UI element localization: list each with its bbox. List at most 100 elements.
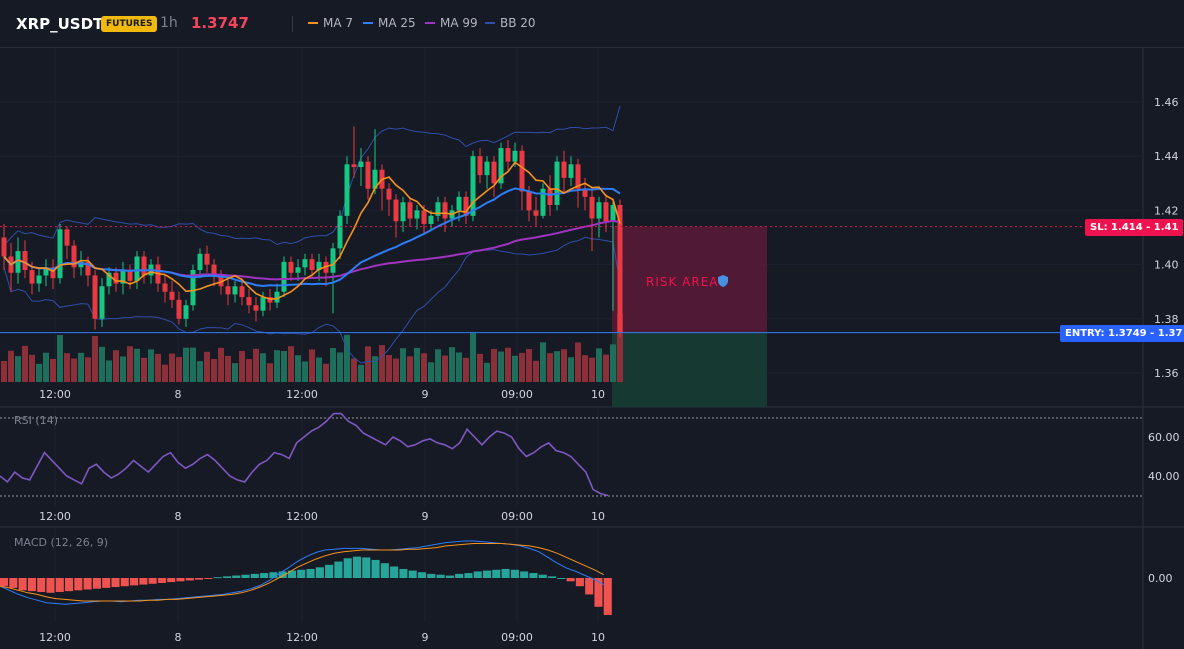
time-tick-label: 8	[175, 388, 182, 401]
candle-body	[239, 286, 245, 298]
symbol-name[interactable]: XRP_USDT	[16, 15, 104, 33]
volume-bar	[288, 346, 294, 382]
macd-histogram-bar	[120, 578, 129, 587]
candle-body	[603, 202, 609, 222]
macd-histogram-bar	[408, 570, 417, 578]
candle-body	[211, 264, 217, 276]
candle-body	[162, 283, 168, 292]
volume-bar	[561, 349, 567, 382]
legend-ma25[interactable]: MA 25	[363, 16, 416, 30]
volume-bar	[596, 348, 602, 382]
interval-selector[interactable]: 1h	[160, 15, 178, 31]
volume-bar	[617, 314, 623, 382]
candle-body	[176, 299, 182, 319]
entry-label: ENTRY: 1.3749 - 1.37	[1060, 325, 1184, 342]
volume-bar	[36, 363, 42, 382]
macd-histogram-bar	[139, 578, 148, 585]
macd-histogram-bar	[92, 578, 101, 589]
macd-histogram-bar	[148, 578, 157, 584]
candle-body	[120, 270, 126, 284]
time-tick-label: 9	[422, 510, 429, 523]
candle-body	[1, 237, 7, 257]
macd-histogram-bar	[102, 578, 111, 588]
macd-histogram-bar	[9, 578, 18, 588]
macd-histogram-bar	[260, 573, 269, 578]
candle-body	[309, 259, 315, 271]
candle-body	[477, 156, 483, 176]
time-tick-label: 12:00	[286, 631, 318, 644]
legend-label: MA 25	[378, 16, 416, 30]
price-tick-label: 1.46	[1154, 96, 1179, 109]
candle-body	[337, 215, 343, 249]
volume-bar	[470, 332, 476, 382]
volume-bar	[155, 353, 161, 382]
ma7-swatch-icon	[308, 21, 318, 24]
macd-histogram-bar	[0, 578, 9, 587]
volume-bar	[603, 354, 609, 382]
candle-body	[253, 305, 259, 311]
chart-header: XRP_USDT FUTURES 1h 1.3747 MA 7 MA 25 MA…	[0, 0, 1184, 48]
volume-bar	[491, 348, 497, 382]
macd-histogram-bar	[65, 578, 74, 592]
legend-ma99[interactable]: MA 99	[425, 16, 478, 30]
volume-bar	[57, 334, 63, 382]
candle-body	[491, 161, 497, 184]
volume-bar	[568, 357, 574, 382]
candle-body	[316, 261, 322, 271]
macd-histogram-bar	[213, 577, 222, 579]
volume-bar	[400, 348, 406, 382]
volume-bar	[141, 357, 147, 382]
macd-histogram-bar	[18, 578, 27, 591]
volume-bar	[344, 334, 350, 382]
volume-bar	[295, 355, 301, 382]
volume-bar	[330, 348, 336, 382]
price-tick-label: 1.40	[1154, 259, 1179, 272]
volume-bar	[113, 350, 119, 382]
candle-body	[519, 150, 525, 192]
volume-bar	[351, 358, 357, 382]
volume-bar	[407, 356, 413, 382]
price-tick-label: 1.38	[1154, 313, 1179, 326]
macd-histogram-bar	[83, 578, 92, 590]
bb20-swatch-icon	[485, 21, 495, 24]
macd-histogram-bar	[585, 578, 594, 595]
rsi-line	[0, 412, 609, 497]
volume-bar	[554, 351, 560, 382]
volume-bar	[50, 358, 56, 382]
volume-bar	[435, 349, 441, 382]
time-tick-label: 12:00	[39, 388, 71, 401]
candle-body	[421, 210, 427, 224]
rsi-tick-label: 40.00	[1148, 470, 1180, 483]
time-tick-label: 12:00	[39, 631, 71, 644]
volume-bar	[302, 361, 308, 382]
macd-histogram-bar	[390, 566, 399, 578]
volume-bar	[365, 346, 371, 382]
legend-bb20[interactable]: BB 20	[485, 16, 536, 30]
macd-histogram-bar	[232, 575, 241, 578]
volume-bar	[148, 349, 154, 382]
macd-histogram-bar	[74, 578, 83, 591]
last-price: 1.3747	[191, 14, 249, 32]
volume-bar	[64, 353, 70, 382]
candle-body	[225, 286, 231, 295]
candle-body	[372, 169, 378, 189]
signal-line	[0, 543, 604, 602]
time-tick-label: 10	[591, 510, 605, 523]
legend-ma7[interactable]: MA 7	[308, 16, 353, 30]
legend-label: MA 99	[440, 16, 478, 30]
candle-body	[183, 305, 189, 319]
macd-histogram-bar	[185, 578, 194, 581]
candle-body	[260, 297, 266, 311]
volume-bar	[99, 346, 105, 382]
candle-body	[358, 161, 364, 168]
candle-body	[463, 196, 469, 216]
candle-body	[470, 156, 476, 216]
header-divider	[292, 16, 293, 32]
volume-bar	[442, 355, 448, 382]
macd-histogram-bar	[306, 568, 315, 578]
reward-area-zone	[612, 332, 767, 407]
candle-body	[302, 259, 308, 268]
volume-bar	[533, 360, 539, 382]
macd-histogram-bar	[594, 578, 603, 607]
